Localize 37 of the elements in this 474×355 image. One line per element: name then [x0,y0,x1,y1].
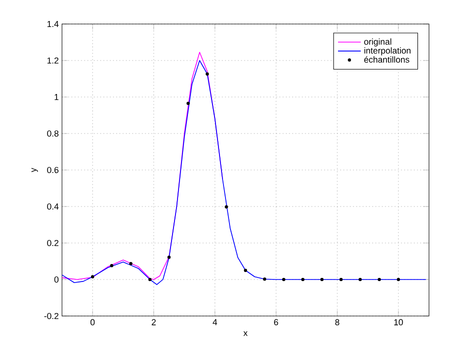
point [110,264,114,268]
y-tick-label: 0.4 [47,203,59,210]
y-tick-label: -0.2 [44,312,58,320]
point [167,256,171,259]
x-tick-label: 2 [152,319,156,326]
x-tick-label: 10 [394,319,403,326]
point [301,278,304,282]
legend-label: original [364,38,392,46]
point [206,72,209,76]
y-tick-label: 0.8 [47,130,58,137]
point [90,275,94,278]
y-tick-label: 1 [54,94,58,100]
y-tick-label: 1.4 [47,21,59,27]
x-tick-label: 8 [335,319,340,326]
point [148,278,152,282]
x-tick-label: 4 [212,319,218,326]
point [244,268,248,272]
x-tick-label: 0 [90,319,95,326]
y-tick-label: 1.2 [47,57,58,64]
point [224,205,228,208]
x-tick-label: 6 [274,319,278,326]
point [282,278,286,282]
y-tick-label: 0 [54,276,59,283]
point [378,278,381,282]
legend-label: interpolation [364,47,410,56]
point [396,278,400,282]
point [186,102,190,105]
point [263,278,266,281]
y-axis-title: y [31,168,38,172]
legend-label: échantillons [364,56,410,63]
x-axis-title: x [243,331,248,336]
point [358,278,362,282]
y-tick-label: 0.2 [47,240,58,246]
y-tick-label: 0.6 [47,166,58,174]
point [339,278,343,282]
point [129,262,132,266]
point [320,278,324,282]
